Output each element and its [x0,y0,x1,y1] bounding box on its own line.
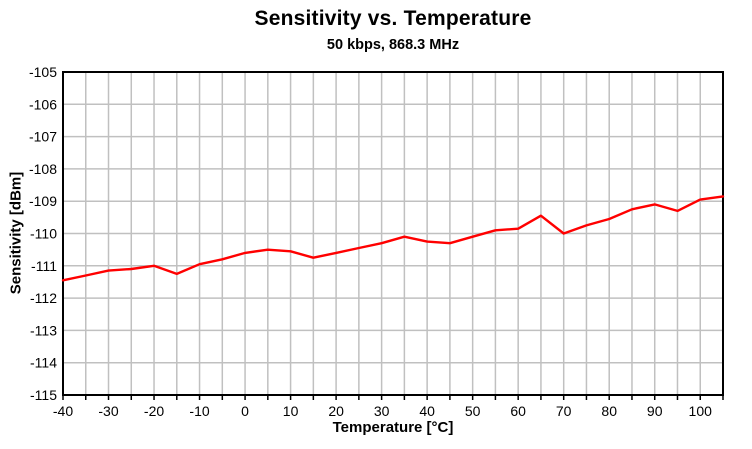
x-tick-label: 100 [689,403,713,419]
x-tick-label: 70 [556,403,572,419]
y-tick-label: -109 [29,193,57,209]
y-tick-label: -105 [29,64,57,80]
y-tick-label: -108 [29,161,57,177]
y-tick-labels: -105 -106 -107 -108 -109 -110 -111 -112 -113 -114… [29,64,57,403]
x-tick-labels: -40 -30 -20 -10 0 10 20 30 40 50 60 70 80 90 100 [53,403,712,419]
y-tick-label: -114 [30,355,57,371]
y-axis-label: Sensitivity [dBm] [7,171,25,295]
y-tick-label: -112 [30,290,57,306]
x-tick-label: 0 [241,403,249,419]
x-tick-label: 50 [465,403,481,419]
y-tick-label: -106 [29,96,57,112]
y-tick-label: -110 [30,226,57,242]
y-tick-label: -107 [29,129,57,145]
y-tick-label: -115 [30,387,57,403]
series-line-sensitivity [61,195,725,282]
x-tick-label: -30 [98,403,118,419]
x-tick-label: 20 [328,403,344,419]
chart-title: Sensitivity vs. Temperature [254,7,532,30]
y-tick-label: -113 [30,322,57,338]
x-tick-label: 90 [647,403,663,419]
x-tick-label: -20 [144,403,164,419]
x-tick-label: 40 [419,403,435,419]
x-tick-label: -40 [53,403,73,419]
x-tick-label: 30 [374,403,390,419]
x-axis-label: Temperature [°C] [332,419,454,436]
x-tick-label: 10 [283,403,299,419]
x-tick-label: 80 [601,403,617,419]
plot-frame [62,71,724,396]
y-gridlines [63,103,723,364]
x-tick-marks [62,396,724,400]
x-tick-label: -10 [189,403,209,419]
chart-subtitle: 50 kbps, 868.3 MHz [326,37,460,53]
x-tick-label: 60 [510,403,526,419]
y-tick-label: -111 [31,258,57,274]
